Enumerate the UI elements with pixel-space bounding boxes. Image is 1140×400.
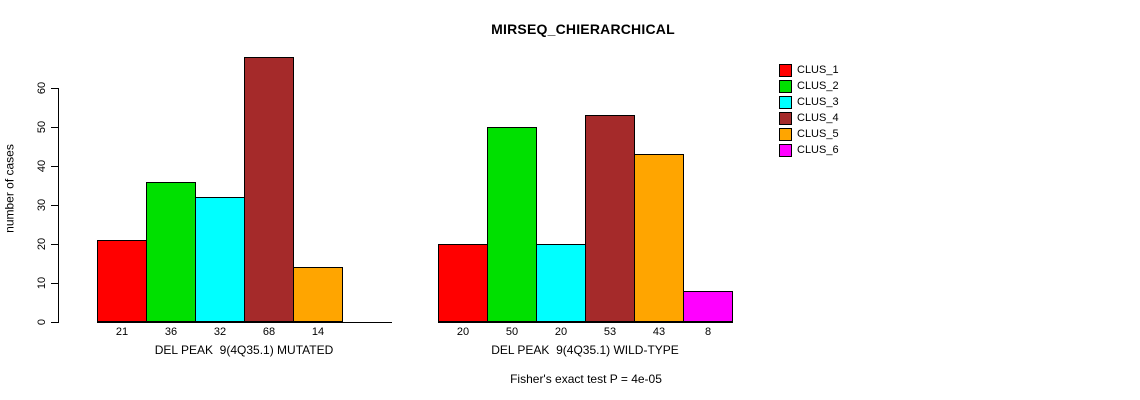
legend-item-clus_4: CLUS_4	[779, 110, 839, 126]
legend-label: CLUS_1	[797, 64, 839, 76]
legend-swatch-icon	[779, 95, 792, 109]
legend-item-clus_6: CLUS_6	[779, 142, 839, 158]
legend-item-clus_3: CLUS_3	[779, 94, 839, 110]
x-axis-group-label: DEL PEAK 9(4Q35.1) WILD-TYPE	[491, 343, 679, 357]
x-axis-baseline	[438, 322, 733, 323]
y-axis-tick-label: 30	[36, 198, 48, 212]
bar-clus_1	[438, 244, 488, 322]
bar-value-label: 53	[603, 326, 617, 338]
bar-clus_3	[195, 197, 245, 322]
bar-value-label: 20	[554, 326, 568, 338]
legend-label: CLUS_3	[797, 96, 839, 108]
bar-value-label: 32	[213, 326, 227, 338]
y-axis-tick	[51, 205, 58, 206]
legend-item-clus_1: CLUS_1	[779, 62, 839, 78]
legend-item-clus_5: CLUS_5	[779, 126, 839, 142]
y-axis-tick	[51, 88, 58, 89]
y-axis-tick	[51, 283, 58, 284]
bar-value-label: 8	[704, 326, 712, 338]
chart-title: MIRSEQ_CHIERARCHICAL	[491, 21, 675, 37]
legend-label: CLUS_4	[797, 112, 839, 124]
y-axis-tick	[51, 166, 58, 167]
y-axis-tick	[51, 127, 58, 128]
y-axis-tick-label: 60	[36, 81, 48, 95]
x-axis-group-label: DEL PEAK 9(4Q35.1) MUTATED	[154, 343, 334, 357]
y-axis-tick	[51, 244, 58, 245]
bar-value-label: 50	[505, 326, 519, 338]
y-axis-tick-label: 40	[36, 159, 48, 173]
legend-swatch-icon	[779, 143, 792, 157]
legend-label: CLUS_6	[797, 144, 839, 156]
legend: CLUS_1 CLUS_2 CLUS_3 CLUS_4 CLUS_5 CLUS_6	[779, 62, 839, 158]
bar-clus_3	[536, 244, 586, 322]
y-axis-tick-label: 20	[36, 237, 48, 251]
annotation-fisher-test: Fisher's exact test P = 4e-05	[510, 372, 662, 386]
legend-swatch-icon	[779, 79, 792, 93]
legend-label: CLUS_2	[797, 80, 839, 92]
y-axis-tick	[51, 322, 58, 323]
y-axis-tick-label: 0	[36, 318, 48, 326]
bar-clus_6	[683, 291, 733, 322]
legend-item-clus_2: CLUS_2	[779, 78, 839, 94]
legend-swatch-icon	[779, 63, 792, 77]
bar-clus_5	[293, 267, 343, 322]
bar-clus_4	[244, 57, 294, 322]
x-axis-baseline	[97, 322, 392, 323]
legend-swatch-icon	[779, 111, 792, 125]
legend-label: CLUS_5	[797, 128, 839, 140]
legend-swatch-icon	[779, 127, 792, 141]
bar-value-label: 20	[456, 326, 470, 338]
bar-value-label: 43	[652, 326, 666, 338]
y-axis-line	[58, 88, 59, 323]
bar-clus_2	[146, 182, 196, 322]
bar-value-label: 21	[115, 326, 129, 338]
bar-clus_5	[634, 154, 684, 322]
bar-value-label: 36	[164, 326, 178, 338]
y-axis-tick-label: 50	[36, 120, 48, 134]
y-axis-tick-label: 10	[36, 276, 48, 290]
bar-clus_1	[97, 240, 147, 322]
bar-clus_4	[585, 115, 635, 322]
bar-value-label: 68	[262, 326, 276, 338]
bar-clus_2	[487, 127, 537, 322]
bar-value-label: 14	[311, 326, 325, 338]
y-axis-label: number of cases	[2, 144, 17, 233]
